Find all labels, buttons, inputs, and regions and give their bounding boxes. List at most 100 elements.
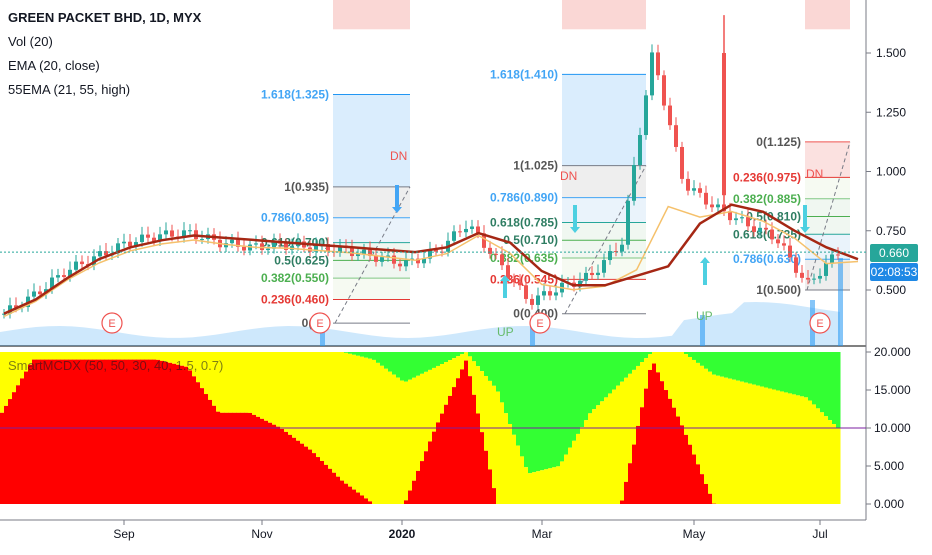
mcdx-yellow-204 [816, 408, 821, 504]
mcdx-yellow-208 [832, 424, 837, 504]
mcdx-yellow-165 [660, 352, 665, 381]
mcdx-yellow-100 [400, 381, 405, 504]
mcdx-red-36 [144, 360, 149, 504]
mcdx-green-194 [776, 352, 781, 390]
mcdx-green-189 [756, 352, 761, 386]
mcdx-red-81 [324, 465, 329, 504]
mcdx-yellow-71 [284, 352, 289, 432]
mcdx-yellow-172 [688, 357, 693, 445]
mcdx-red-14 [56, 360, 61, 504]
candle-body-92 [554, 292, 558, 295]
mcdx-red-87 [348, 487, 353, 504]
candle-body-6 [38, 292, 42, 295]
mcdx-green-89 [356, 352, 361, 356]
mcdx-yellow-130 [520, 456, 525, 504]
candle-body-75 [452, 231, 456, 240]
mcdx-green-121 [484, 352, 489, 376]
candle-body-125 [752, 226, 756, 232]
mcdx-green-199 [796, 352, 801, 395]
mcdx-yellow-122 [488, 381, 493, 470]
symbol-title[interactable]: GREEN PACKET BHD, 1D, MYX [8, 6, 201, 30]
earnings-label-0: E [108, 318, 115, 330]
mcdx-yellow-192 [768, 389, 773, 504]
fib-block-3-label-2: 0.382(0.885) [733, 192, 801, 206]
mcdx-green-95 [380, 352, 385, 366]
mcdx-yellow-74 [296, 352, 301, 441]
mcdx-green-134 [536, 352, 541, 471]
mcdx-red-70 [280, 429, 285, 504]
fib-block-2-zone-0 [562, 74, 646, 165]
mcdx-green-178 [712, 352, 717, 375]
mcdx-yellow-137 [548, 468, 553, 504]
mcdx-yellow-158 [632, 370, 637, 445]
mcdx-yellow-93 [372, 360, 377, 504]
mcdx-yellow-127 [508, 424, 513, 504]
mcdx-yellow-117 [468, 356, 473, 376]
candle-body-108 [650, 52, 654, 95]
earnings-label-1: E [316, 318, 323, 330]
mcdx-red-51 [204, 394, 209, 504]
mcdx-red-112 [448, 396, 453, 504]
mcdx-red-21 [84, 360, 89, 504]
fib-block-1-zone-0 [333, 94, 410, 186]
mcdx-green-177 [708, 352, 713, 372]
mcdx-yellow-190 [760, 387, 765, 504]
chart-legend: GREEN PACKET BHD, 1D, MYX Vol (20) EMA (… [8, 6, 201, 102]
vol-legend[interactable]: Vol (20) [8, 30, 201, 54]
smartmcdx-legend[interactable]: SmartMCDX (50, 50, 30, 40, 1.5, 0.7) [8, 358, 223, 373]
mcdx-red-110 [440, 414, 445, 504]
ema55-legend[interactable]: 55EMA (21, 55, high) [8, 78, 201, 102]
mcdx-red-173 [692, 455, 697, 504]
mcdx-red-6 [24, 372, 29, 504]
candle-body-62 [374, 256, 378, 262]
mcdx-green-175 [700, 352, 705, 366]
mcdx-yellow-198 [792, 394, 797, 504]
time-tick-0: Sep [113, 527, 135, 541]
mcdx-yellow-88 [352, 355, 357, 490]
mcdx-yellow-146 [584, 420, 589, 504]
mcdx-yellow-161 [644, 358, 649, 389]
mcdx-yellow-159 [636, 366, 641, 426]
mcdx-red-176 [704, 484, 709, 504]
mcdx-red-164 [656, 372, 661, 504]
mcdx-yellow-149 [596, 405, 601, 504]
candle-body-133 [800, 273, 804, 278]
candle-body-111 [668, 106, 672, 126]
mcdx-yellow-61 [244, 352, 249, 413]
mcdx-green-117 [468, 352, 473, 356]
mcdx-green-104 [416, 352, 421, 376]
mcdx-yellow-140 [560, 461, 565, 504]
candle-body-78 [470, 226, 474, 228]
mcdx-red-28 [112, 360, 117, 504]
mcdx-yellow-155 [620, 382, 625, 501]
mcdx-green-98 [392, 352, 397, 375]
mcdx-yellow-188 [752, 385, 757, 504]
mcdx-yellow-133 [532, 472, 537, 504]
mcdx-yellow-191 [764, 388, 769, 504]
mcdx-red-123 [492, 488, 497, 504]
mcdx-red-79 [316, 457, 321, 504]
ema-legend[interactable]: EMA (20, close) [8, 54, 201, 78]
mcdx-green-209 [836, 352, 841, 428]
mcdx-red-115 [460, 369, 465, 504]
mcdx-green-145 [580, 352, 585, 427]
mcdx-red-73 [292, 438, 297, 504]
mcdx-red-47 [188, 370, 193, 504]
mcdx-green-146 [584, 352, 589, 420]
candle-body-130 [782, 243, 786, 245]
mcdx-red-116 [464, 361, 469, 504]
mcdx-yellow-99 [396, 378, 401, 504]
candle-body-131 [788, 246, 792, 258]
candle-body-87 [524, 285, 528, 299]
candle-body-65 [392, 256, 396, 264]
candle-body-38 [230, 240, 234, 243]
mcdx-red-166 [664, 390, 669, 504]
time-tick-1: Nov [251, 527, 272, 541]
mcdx-green-181 [724, 352, 729, 378]
mcdx-yellow-121 [484, 376, 489, 451]
mcdx-green-184 [736, 352, 741, 381]
candle-body-43 [260, 243, 264, 250]
mcdx-red-118 [472, 395, 477, 504]
mcdx-yellow-118 [472, 361, 477, 395]
mcdx-red-85 [340, 481, 345, 504]
